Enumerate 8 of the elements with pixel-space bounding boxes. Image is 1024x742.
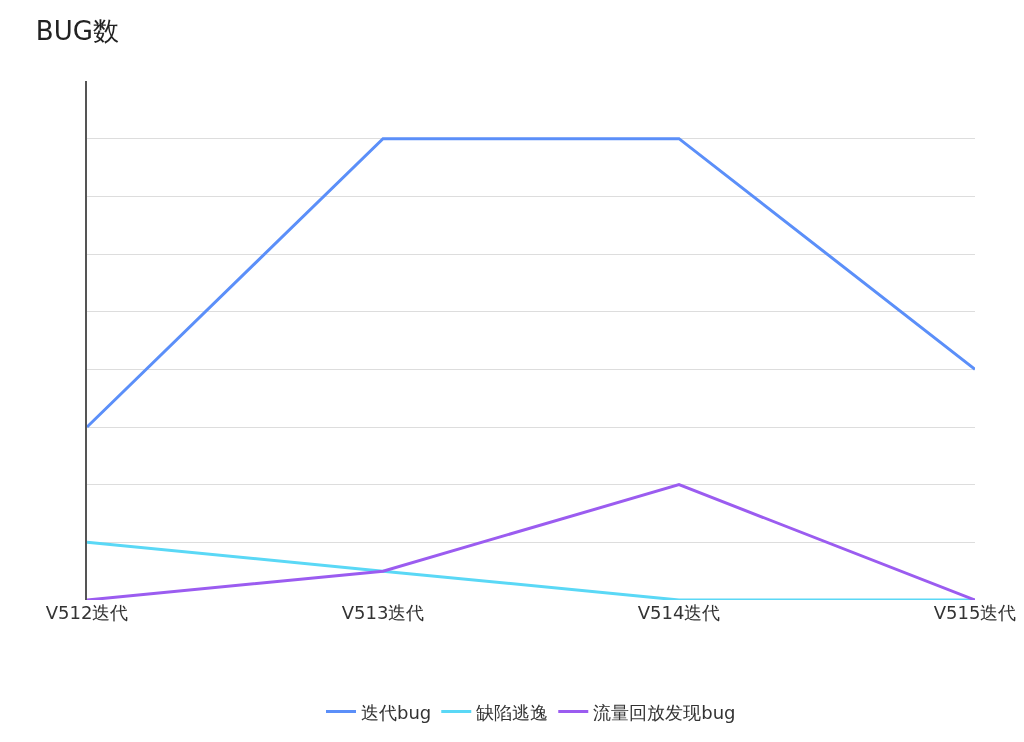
x-tick-label: V512迭代 bbox=[45, 602, 129, 623]
legend-label: 迭代bug bbox=[361, 701, 432, 723]
legend-label: 缺陷逃逸 bbox=[476, 701, 549, 723]
chart-title: BUG数 bbox=[35, 16, 119, 47]
x-tick-label: V513迭代 bbox=[341, 602, 425, 623]
x-tick-label: V514迭代 bbox=[637, 602, 721, 623]
legend-label: 流量回放发现bug bbox=[593, 701, 736, 723]
x-tick-label: V515迭代 bbox=[933, 602, 1017, 623]
